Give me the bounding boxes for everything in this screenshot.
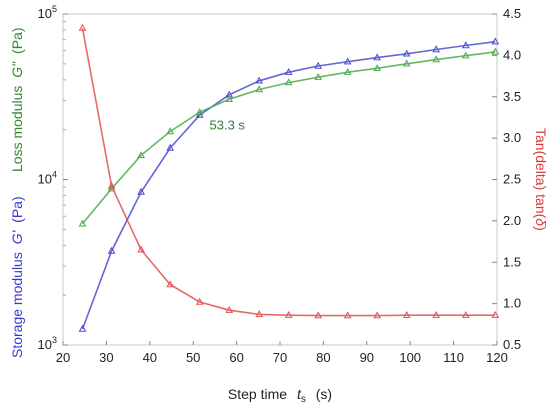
tan_delta-data-point: [137, 245, 145, 253]
tan_delta-data-point: [432, 310, 441, 318]
left-y-tick-label: 105: [38, 4, 57, 21]
loss-data-point: [402, 59, 411, 67]
right-y-tick-label: 2.5: [503, 172, 521, 187]
tan_delta-series-line: [81, 27, 496, 317]
storage-data-point: [255, 76, 264, 84]
left-y-tick-label: 103: [38, 335, 57, 352]
tan_delta-data-point: [461, 310, 470, 318]
x-tick-label: 80: [316, 350, 330, 365]
storage-data-point: [432, 45, 441, 53]
left-y-tick-base: 10: [38, 172, 52, 187]
storage-data-point: [343, 57, 352, 65]
storage-data-point: [373, 53, 382, 61]
right-y-tick-label: 0.5: [503, 337, 521, 352]
storage-label-text: Storage modulus: [9, 252, 25, 358]
plot-frame: [62, 13, 498, 346]
left-y-tick-exponent: 3: [52, 335, 57, 345]
loss-data-point: [166, 127, 175, 135]
loss-data-point: [314, 72, 323, 80]
loss-series-line: [81, 51, 496, 225]
left-y-axis-title-storage: Storage modulus G' (Pa): [9, 196, 25, 358]
loss-data-point: [432, 55, 441, 63]
x-tick-label: 100: [399, 350, 421, 365]
tan_delta-data-point: [78, 23, 87, 31]
loss-data-point: [255, 85, 264, 93]
x-tick-label: 50: [186, 350, 200, 365]
loss-data-point: [461, 51, 470, 59]
tan_delta-data-point: [343, 311, 352, 319]
loss-data-point: [491, 47, 500, 55]
x-tick-label: 120: [486, 350, 508, 365]
tan_delta-data-point: [225, 305, 234, 313]
annotation-label: 53.3 s: [210, 118, 246, 133]
x-tick-label: 70: [273, 350, 287, 365]
tan_delta-data-point: [255, 310, 264, 318]
tan_delta-data-point: [107, 181, 116, 189]
x-axis-title-unit: (s): [316, 386, 332, 402]
tan_delta-data-point: [195, 297, 204, 305]
loss-label-unit: (Pa): [9, 28, 25, 54]
loss-label-symbol: G": [9, 61, 25, 78]
storage-data-point: [78, 324, 87, 332]
right-y-tick-label: 4.5: [503, 6, 521, 21]
storage-data-point: [107, 246, 116, 254]
loss-data-point: [78, 219, 87, 227]
storage-data-point: [166, 143, 175, 151]
tan_delta-data-point: [491, 310, 500, 318]
x-axis: 20 30 40 50 60 70 80 90 100 110 120: [56, 341, 508, 365]
left-y-tick-base: 10: [38, 337, 52, 352]
x-tick-label: 60: [229, 350, 243, 365]
loss-data-point: [225, 95, 234, 102]
loss-data-point: [343, 67, 352, 75]
storage-label-symbol: G': [9, 229, 25, 244]
x-axis-title-symbol: t: [297, 386, 302, 402]
x-tick-label: 20: [56, 350, 70, 365]
tan_delta-data-point: [284, 310, 293, 318]
tan-label-symbol: δ: [533, 218, 549, 226]
series-layer: [78, 23, 500, 332]
right-y-tick-label: 3.5: [503, 89, 521, 104]
right-y-axis-title: Tan(delta) tan(δ): [533, 128, 549, 231]
left-y-tick-label: 104: [38, 170, 57, 187]
right-y-tick-label: 4.0: [503, 47, 521, 62]
right-y-tick-label: 1.5: [503, 254, 521, 269]
left-y-tick-exponent: 5: [52, 4, 57, 14]
x-tick-label: 30: [99, 350, 113, 365]
loss-data-point: [373, 64, 382, 71]
storage-data-point: [284, 67, 293, 75]
x-axis-title-text: Step time: [228, 386, 287, 402]
tan_delta-data-point: [402, 310, 411, 318]
loss-data-point: [284, 78, 293, 86]
x-tick-label: 40: [143, 350, 157, 365]
storage-series-line: [81, 40, 496, 330]
tan-label-text: Tan(delta) tan(: [533, 128, 549, 219]
x-tick-label: 90: [360, 350, 374, 365]
loss-data-point: [195, 107, 204, 115]
right-y-tick-label: 3.0: [503, 130, 521, 145]
loss-label-text: Loss modulus: [9, 86, 25, 172]
storage-data-point: [314, 61, 323, 69]
x-axis-title-subscript: s: [301, 394, 306, 405]
tan-label-close: ): [533, 226, 549, 231]
right-y-tick-label: 1.0: [503, 296, 521, 311]
storage-data-point: [402, 49, 411, 57]
left-y-axis-title-loss: Loss modulus G" (Pa): [9, 28, 25, 172]
x-axis-title: Step time ts (s): [228, 386, 332, 405]
storage-data-point: [137, 187, 145, 195]
storage-label-unit: (Pa): [9, 196, 25, 222]
tan_delta-data-point: [166, 280, 175, 288]
loss-data-point: [137, 151, 145, 158]
storage-data-point: [461, 41, 470, 49]
left-y-tick-exponent: 4: [52, 170, 57, 180]
storage-data-point: [491, 37, 500, 45]
tan_delta-data-point: [314, 311, 323, 319]
right-y-axis: 0.5 1.0 1.5 2.0 2.5 3.0 3.5 4.0 4.5: [492, 6, 521, 352]
tan_delta-data-point: [373, 311, 382, 319]
right-y-tick-label: 2.0: [503, 213, 521, 228]
x-tick-label: 110: [443, 350, 464, 365]
left-y-tick-base: 10: [38, 6, 52, 21]
